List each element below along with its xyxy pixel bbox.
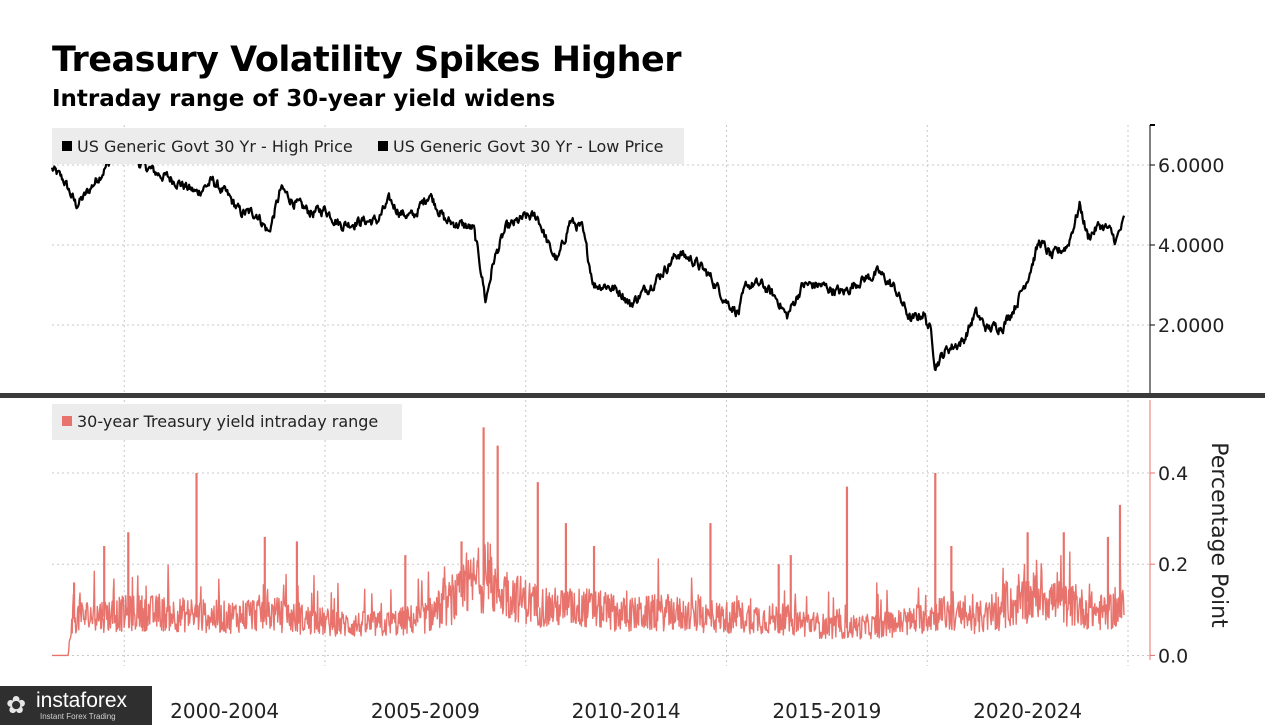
- top-ytick-label: 6.0000: [1158, 155, 1224, 177]
- legend-label-high: US Generic Govt 30 Yr - High Price: [77, 137, 353, 156]
- legend-label-low: US Generic Govt 30 Yr - Low Price: [393, 137, 663, 156]
- range-line-series: [51, 541, 1125, 657]
- top-ytick-label: 4.0000: [1158, 235, 1224, 257]
- x-tick-label: 2020-2024: [973, 699, 1082, 723]
- x-tick-label: 2005-2009: [371, 699, 480, 723]
- legend-swatch-high: [62, 141, 72, 151]
- x-tick-label: 2010-2014: [572, 699, 681, 723]
- legend-swatch-range: [62, 416, 72, 426]
- top-legend-box: [52, 128, 684, 164]
- chart-title: Treasury Volatility Spikes Higher: [52, 40, 682, 80]
- logo-tagline: Instant Forex Trading: [40, 712, 116, 721]
- instaforex-logo-icon: ✿: [6, 691, 27, 719]
- logo-name: instaforex: [36, 689, 128, 712]
- yield-line-series: [50, 138, 1126, 372]
- y-axis-title: Percentage Point: [1206, 442, 1231, 628]
- bottom-ytick-label: 0.2: [1158, 554, 1188, 576]
- x-tick-label: 2015-2019: [772, 699, 881, 723]
- bottom-ytick-label: 0.4: [1158, 463, 1188, 485]
- x-tick-label: 2000-2004: [170, 699, 279, 723]
- legend-label-range: 30-year Treasury yield intraday range: [77, 412, 378, 431]
- top-ytick-label: 2.0000: [1158, 315, 1224, 337]
- instaforex-logo: ✿ instaforex Instant Forex Trading: [0, 686, 152, 725]
- bottom-legend-box: [52, 404, 402, 440]
- bottom-ytick-label: 0.0: [1158, 645, 1188, 667]
- legend-swatch-low: [378, 141, 388, 151]
- panel-divider: [0, 393, 1265, 398]
- chart-subtitle: Intraday range of 30-year yield widens: [52, 86, 556, 112]
